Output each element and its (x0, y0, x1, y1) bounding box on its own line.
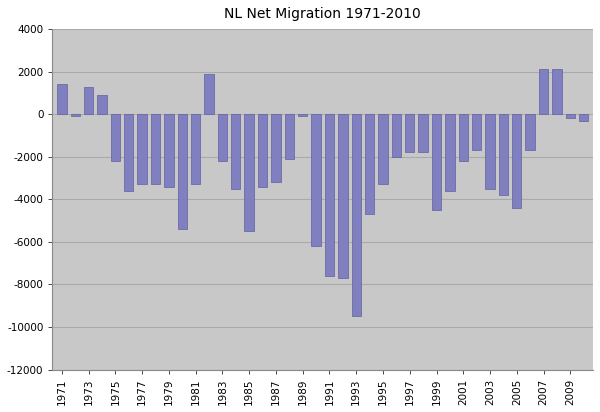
Bar (205, 74, 214, 114)
Bar (352, 114, 361, 316)
Bar (499, 114, 508, 195)
Bar (71, 114, 80, 116)
Bar (244, 114, 254, 231)
Bar (485, 114, 495, 189)
Bar (151, 114, 160, 185)
Bar (526, 114, 535, 150)
Bar (378, 114, 388, 185)
Bar (164, 114, 173, 187)
Bar (258, 114, 267, 187)
Bar (579, 114, 589, 121)
Bar (57, 84, 67, 114)
Bar (311, 114, 321, 246)
Title: NL Net Migration 1971-2010: NL Net Migration 1971-2010 (224, 7, 421, 21)
Bar (110, 114, 120, 161)
Bar (552, 70, 562, 114)
Bar (338, 114, 347, 278)
Bar (124, 114, 133, 191)
Bar (418, 114, 428, 152)
Bar (405, 114, 415, 152)
Bar (97, 95, 107, 114)
Bar (137, 114, 147, 185)
Bar (512, 114, 521, 208)
Bar (271, 114, 281, 182)
Bar (284, 114, 294, 159)
Bar (191, 114, 200, 185)
Bar (539, 70, 548, 114)
Bar (231, 114, 241, 189)
Bar (84, 87, 93, 114)
Bar (458, 114, 468, 161)
Bar (178, 114, 187, 229)
Bar (432, 114, 441, 210)
Bar (365, 114, 374, 214)
Bar (325, 114, 334, 276)
Bar (472, 114, 481, 150)
Bar (392, 114, 401, 157)
Bar (566, 114, 575, 118)
Bar (298, 114, 307, 116)
Bar (218, 114, 227, 161)
Bar (445, 114, 455, 191)
